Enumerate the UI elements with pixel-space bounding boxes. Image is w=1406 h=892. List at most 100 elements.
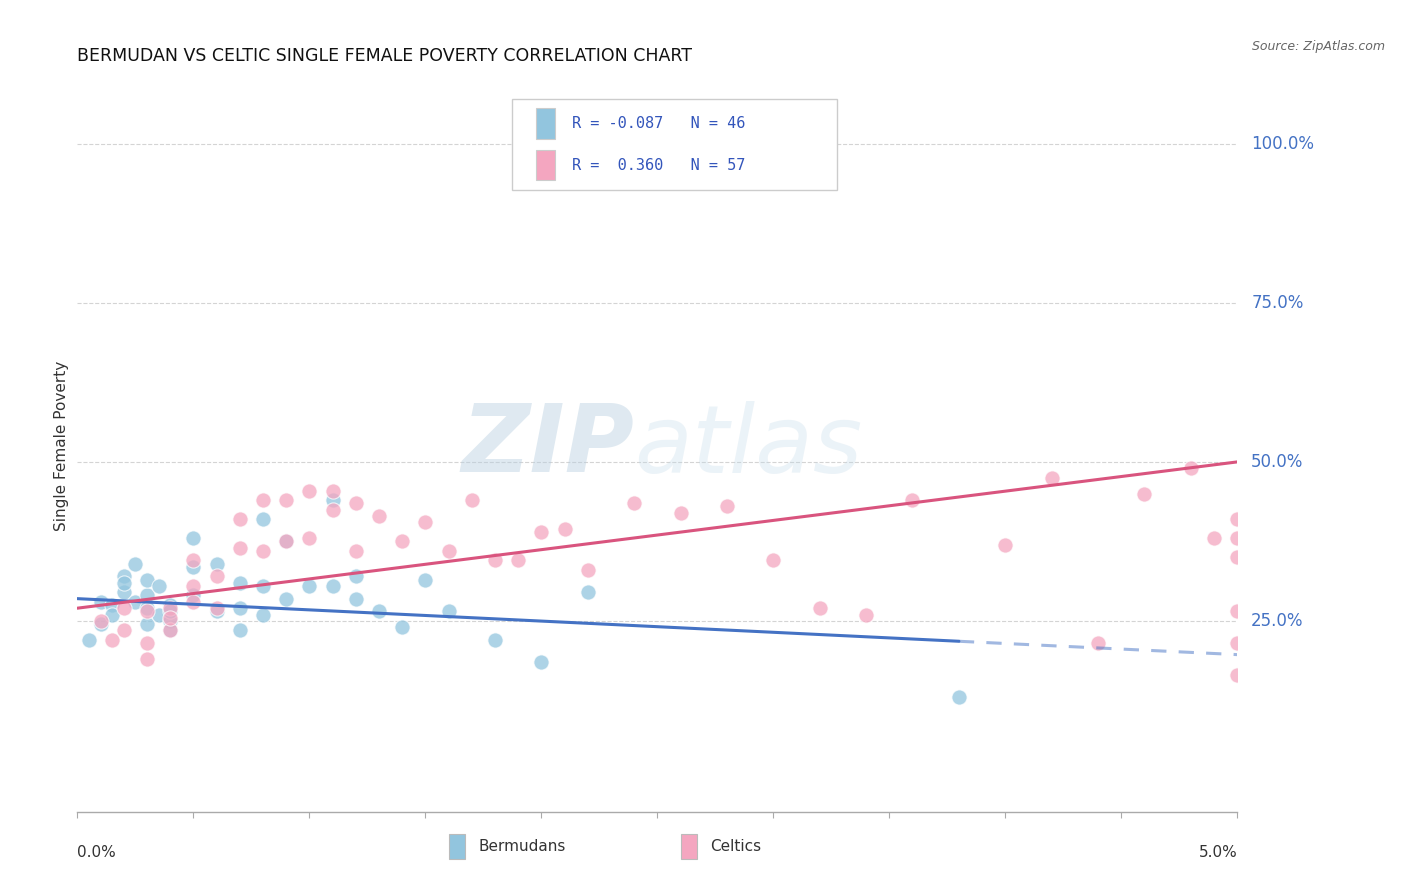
Point: [228, 541, 252, 555]
Point: [112, 624, 135, 638]
Point: [159, 624, 181, 638]
Text: ZIP: ZIP: [461, 400, 634, 492]
Point: [112, 585, 135, 599]
Point: [228, 512, 252, 526]
Point: [205, 569, 228, 583]
Point: [101, 607, 124, 622]
Text: R =  0.360   N = 57: R = 0.360 N = 57: [572, 158, 745, 173]
Point: [623, 496, 645, 510]
Point: [183, 553, 205, 567]
Point: [136, 601, 159, 615]
Point: [344, 496, 367, 510]
Point: [274, 493, 298, 508]
Point: [77, 632, 100, 647]
Point: [183, 589, 205, 603]
FancyBboxPatch shape: [681, 834, 697, 859]
Point: [112, 601, 135, 615]
Point: [461, 493, 484, 508]
FancyBboxPatch shape: [449, 834, 465, 859]
Text: Bermudans: Bermudans: [478, 839, 567, 854]
Point: [855, 607, 877, 622]
Point: [90, 595, 111, 609]
Point: [252, 607, 274, 622]
Point: [159, 611, 181, 625]
Point: [1040, 471, 1063, 485]
Point: [252, 544, 274, 558]
Text: Celtics: Celtics: [710, 839, 762, 854]
Point: [228, 624, 252, 638]
Point: [762, 553, 785, 567]
Point: [484, 632, 506, 647]
Point: [1180, 461, 1202, 475]
Point: [1226, 531, 1249, 545]
Point: [321, 493, 344, 508]
Point: [1226, 512, 1249, 526]
Point: [669, 506, 692, 520]
Point: [413, 573, 436, 587]
Point: [101, 598, 124, 612]
Point: [530, 524, 553, 539]
FancyBboxPatch shape: [536, 150, 554, 180]
Point: [437, 604, 460, 618]
Point: [554, 522, 576, 536]
Point: [716, 500, 738, 514]
Text: R = -0.087   N = 46: R = -0.087 N = 46: [572, 116, 745, 131]
Point: [205, 601, 228, 615]
Point: [298, 483, 321, 498]
Point: [1202, 531, 1225, 545]
Text: 5.0%: 5.0%: [1198, 845, 1237, 860]
Point: [205, 557, 228, 571]
Point: [183, 595, 205, 609]
Point: [274, 534, 298, 549]
Point: [148, 579, 170, 593]
Point: [368, 604, 391, 618]
Point: [368, 508, 391, 523]
Point: [252, 579, 274, 593]
Point: [344, 591, 367, 606]
Text: Source: ZipAtlas.com: Source: ZipAtlas.com: [1251, 40, 1385, 54]
Point: [321, 502, 344, 516]
Point: [136, 652, 159, 666]
Point: [136, 617, 159, 632]
Point: [1087, 636, 1109, 650]
Point: [183, 559, 205, 574]
Point: [948, 690, 970, 705]
FancyBboxPatch shape: [536, 108, 554, 139]
Point: [413, 516, 436, 530]
Point: [183, 531, 205, 545]
Point: [530, 655, 553, 669]
Point: [344, 544, 367, 558]
Point: [437, 544, 460, 558]
Point: [159, 604, 181, 618]
Point: [808, 601, 831, 615]
Point: [1226, 550, 1249, 565]
Text: 0.0%: 0.0%: [77, 845, 117, 860]
Point: [136, 589, 159, 603]
Point: [124, 557, 146, 571]
Point: [112, 569, 135, 583]
Point: [274, 591, 298, 606]
Point: [136, 573, 159, 587]
Point: [90, 617, 111, 632]
Text: 50.0%: 50.0%: [1251, 453, 1303, 471]
Point: [1226, 668, 1249, 682]
Point: [901, 493, 924, 508]
Point: [321, 579, 344, 593]
Point: [159, 624, 181, 638]
Point: [136, 636, 159, 650]
FancyBboxPatch shape: [512, 99, 837, 190]
Point: [252, 493, 274, 508]
Point: [148, 607, 170, 622]
Point: [576, 563, 599, 577]
Point: [124, 595, 146, 609]
Point: [274, 534, 298, 549]
Point: [112, 575, 135, 590]
Point: [159, 601, 181, 615]
Point: [391, 534, 413, 549]
Point: [252, 512, 274, 526]
Point: [228, 601, 252, 615]
Point: [90, 614, 111, 628]
Point: [101, 632, 124, 647]
Point: [1133, 486, 1156, 500]
Point: [205, 604, 228, 618]
